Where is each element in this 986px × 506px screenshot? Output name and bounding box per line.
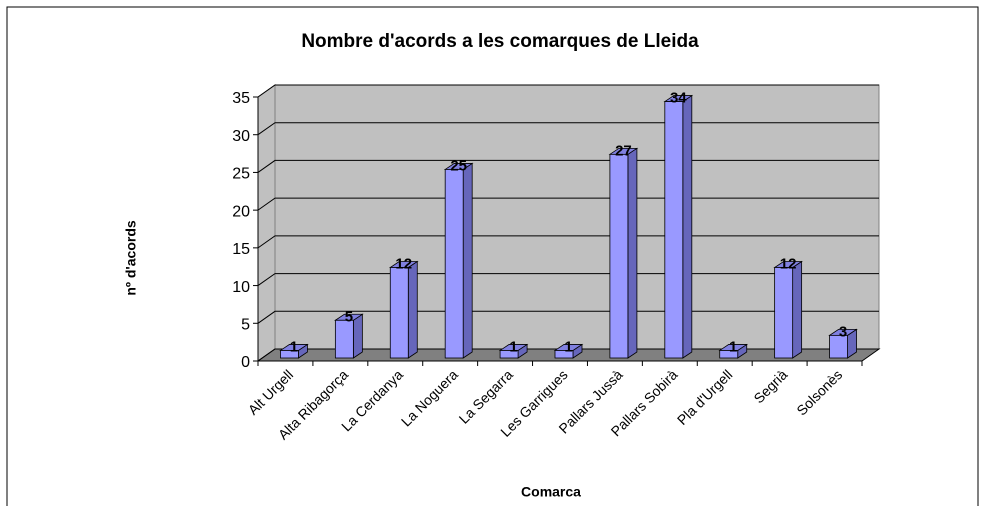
bar — [334, 319, 354, 359]
bar — [280, 350, 299, 359]
bar-side — [627, 147, 638, 359]
x-tick-label: La Noguera — [398, 366, 461, 429]
bar — [664, 101, 684, 359]
data-label: 1 — [564, 338, 572, 355]
bar-side — [462, 162, 473, 359]
bar-side — [792, 260, 803, 359]
side-wall — [257, 84, 276, 362]
bar — [774, 267, 794, 359]
y-axis-label: nº d'acords — [123, 220, 139, 296]
bar — [499, 350, 519, 359]
data-label: 27 — [615, 142, 632, 159]
bar — [554, 350, 574, 359]
bar — [609, 153, 629, 359]
x-axis-label: Comarca — [521, 484, 581, 500]
y-tick-label: 5 — [241, 317, 250, 334]
bar — [389, 267, 409, 359]
bar — [719, 350, 739, 359]
x-tick-label: Alt Urgell — [245, 366, 296, 417]
data-label: 12 — [395, 255, 412, 272]
data-label: 1 — [290, 338, 298, 355]
y-tick-label: 15 — [232, 241, 250, 258]
y-tick-label: 10 — [232, 279, 250, 296]
grid-line — [257, 84, 879, 98]
data-label: 1 — [729, 338, 737, 355]
y-tick-label: 25 — [232, 166, 250, 183]
y-tick-label: 0 — [241, 354, 250, 371]
x-tick-label: Pla d'Urgell — [674, 366, 736, 428]
bar — [444, 169, 464, 359]
data-label: 12 — [780, 255, 797, 272]
x-tick-label: Segrià — [750, 366, 790, 406]
data-label: 5 — [345, 308, 353, 325]
data-label: 25 — [450, 157, 467, 174]
y-tick-label: 35 — [232, 90, 250, 107]
x-tick-label: Solsonès — [793, 366, 845, 418]
bar-side — [682, 94, 693, 359]
bar — [829, 334, 848, 359]
data-label: 3 — [839, 323, 847, 340]
chart-title: Nombre d'acords a les comarques de Lleid… — [301, 31, 699, 52]
data-label: 1 — [509, 338, 517, 355]
chart-border — [6, 6, 979, 506]
bar-side — [352, 313, 363, 359]
y-tick-label: 20 — [232, 203, 250, 220]
bar-side — [407, 260, 418, 359]
y-tick-label: 30 — [232, 128, 250, 145]
data-label: 34 — [670, 90, 687, 107]
